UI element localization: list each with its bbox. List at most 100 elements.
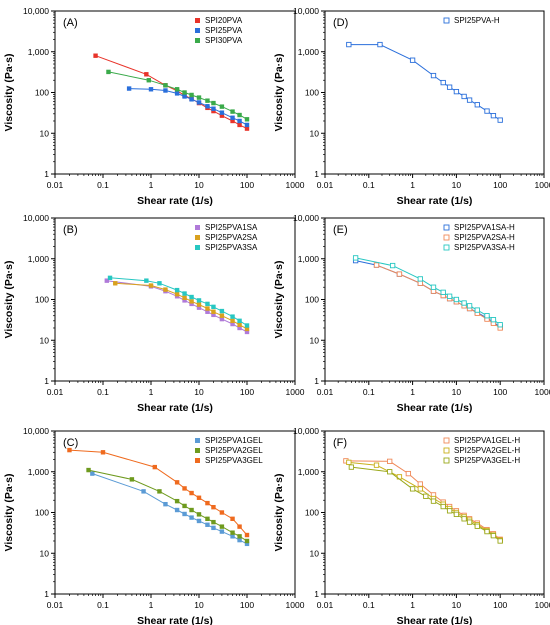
data-point [446, 84, 453, 90]
data-point [230, 109, 235, 114]
data-point [67, 447, 72, 453]
x-axis-label: Shear rate (1/s) [397, 402, 473, 414]
series-line [355, 260, 501, 328]
x-tick-label: 1 [410, 600, 415, 610]
data-point [104, 278, 110, 283]
legend-swatch [195, 38, 200, 43]
legend-swatch [443, 17, 450, 24]
data-point [244, 326, 250, 332]
legend-swatch [443, 437, 450, 444]
y-tick-label: 10 [40, 128, 50, 138]
data-point [189, 294, 194, 300]
data-point [157, 281, 162, 286]
data-point [346, 459, 352, 466]
data-point [430, 72, 437, 79]
data-point [237, 534, 242, 539]
data-point [440, 79, 446, 86]
data-point [244, 532, 250, 538]
y-tick-label: 1 [314, 376, 319, 386]
y-tick-label: 10,000 [293, 213, 319, 223]
x-tick-label: 1 [410, 180, 415, 190]
panel: 0.01 0.1 1 10 100 1000 1 10 100 1,000 10,000 Shear … [273, 426, 550, 625]
data-point [205, 309, 210, 314]
data-point [174, 87, 180, 92]
data-point [211, 309, 216, 314]
y-tick-label: 100 [35, 508, 49, 518]
x-tick-label: 0.1 [97, 600, 109, 610]
legend-label: SPI25PVA3GEL-H [454, 456, 520, 465]
data-point [244, 538, 250, 544]
data-point [244, 323, 250, 328]
x-tick-label: 0.1 [363, 387, 375, 397]
panel: 0.01 0.1 1 10 100 1000 1 10 100 1,000 10,000 Shear … [3, 6, 305, 207]
legend-swatch [195, 458, 200, 463]
y-axis-label: Viscosity (Pa·s) [3, 473, 15, 551]
legend-label: SPI25PVA3SA [205, 243, 258, 252]
data-point [211, 304, 216, 310]
y-tick-label: 100 [35, 88, 49, 98]
data-point [387, 469, 393, 475]
y-axis-label: Viscosity (Pa·s) [3, 260, 15, 338]
data-point [474, 102, 480, 108]
y-tick-label: 1,000 [298, 467, 320, 477]
data-point [244, 541, 250, 547]
data-point [237, 322, 242, 327]
legend-label: SPI25PVA2SA [205, 233, 258, 242]
y-tick-label: 10 [310, 128, 320, 138]
data-point [182, 486, 187, 491]
legend-swatch [443, 234, 450, 241]
x-tick-label: 1000 [286, 600, 305, 610]
panel: 0.01 0.1 1 10 100 1000 1 10 100 1,000 10,000 Shear … [3, 426, 305, 625]
data-point [86, 467, 91, 473]
x-tick-label: 0.01 [317, 387, 334, 397]
x-tick-label: 0.1 [97, 387, 109, 397]
data-point [196, 95, 202, 100]
panel: 0.01 0.1 1 10 100 1000 1 10 100 1,000 10,000 Shear … [273, 213, 550, 414]
data-point [205, 516, 210, 522]
data-point [461, 516, 467, 522]
data-point [417, 481, 423, 487]
data-point [446, 293, 453, 299]
data-point [474, 523, 480, 529]
legend-label: SPI25PVA2GEL [205, 446, 263, 455]
y-axis-label: Viscosity (Pa·s) [273, 473, 285, 551]
data-point [230, 115, 235, 120]
legend-label: SPI25PVA1GEL [205, 436, 263, 445]
x-tick-label: 10 [194, 180, 204, 190]
y-tick-label: 10,000 [23, 6, 49, 16]
legend-label: SPI25PVA1SA-H [454, 223, 515, 232]
data-point [205, 522, 210, 527]
data-point [237, 122, 242, 128]
panel-label: (B) [63, 224, 78, 236]
data-point [219, 529, 225, 534]
data-point [484, 313, 490, 319]
x-tick-label: 0.01 [47, 387, 64, 397]
data-point [474, 307, 480, 313]
data-point [113, 281, 118, 286]
data-point [148, 283, 154, 288]
legend-swatch [195, 225, 200, 230]
x-tick-label: 100 [493, 180, 507, 190]
data-point [219, 113, 225, 118]
legend-label: SPI25PVA3GEL [205, 456, 263, 465]
data-point [490, 317, 497, 323]
data-point [346, 41, 352, 48]
x-tick-label: 10 [194, 600, 204, 610]
x-tick-label: 10 [452, 387, 462, 397]
data-point [196, 298, 202, 303]
y-tick-label: 100 [305, 295, 319, 305]
data-point [348, 464, 355, 470]
data-point [417, 280, 423, 286]
data-point [230, 318, 235, 324]
data-point [182, 503, 187, 509]
data-point [230, 321, 235, 327]
x-tick-label: 0.1 [97, 180, 109, 190]
data-point [182, 298, 187, 303]
data-point [219, 316, 225, 322]
legend-swatch [195, 438, 200, 443]
data-point [453, 296, 460, 303]
series-line [351, 466, 501, 542]
data-point [237, 112, 242, 118]
data-point [237, 524, 242, 529]
legend-label: SPI25PVA3SA-H [454, 243, 515, 252]
